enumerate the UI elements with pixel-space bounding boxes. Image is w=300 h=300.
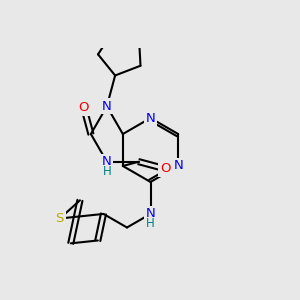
Text: H: H [146,217,155,230]
Text: O: O [79,101,89,114]
Text: S: S [56,212,64,225]
Text: N: N [102,100,112,113]
Text: N: N [146,112,155,124]
Text: N: N [102,155,112,168]
Text: H: H [103,165,111,178]
Text: N: N [173,160,183,172]
Text: O: O [160,162,170,175]
Text: N: N [146,207,155,220]
